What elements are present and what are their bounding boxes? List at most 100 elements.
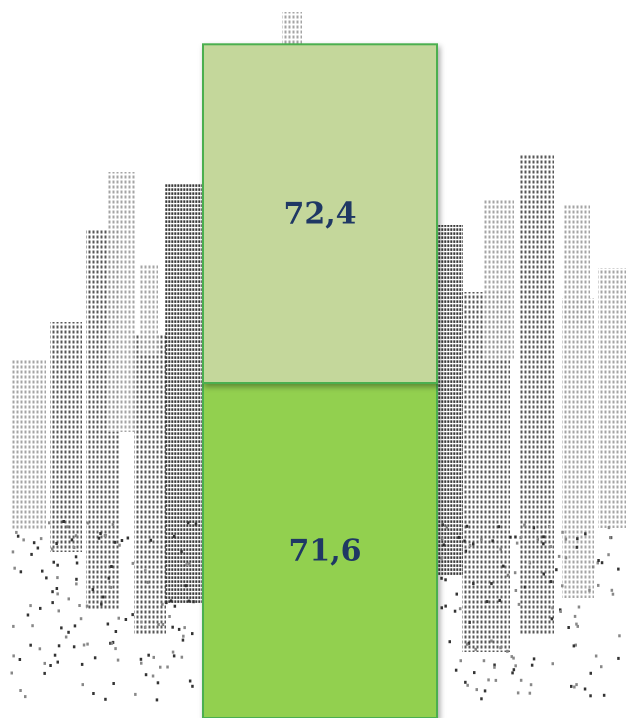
skyline-debris	[491, 539, 494, 543]
skyline-debris	[113, 540, 117, 544]
skyline-debris	[31, 624, 34, 628]
skyline-building	[564, 205, 590, 325]
skyline-debris	[16, 534, 20, 538]
skyline-debris	[186, 521, 190, 525]
skyline-building	[108, 172, 136, 432]
skyline-debris	[445, 525, 449, 529]
skyline-debris	[29, 604, 32, 608]
skyline-debris	[523, 523, 526, 527]
bar-segment-bottom	[202, 382, 438, 718]
skyline-debris	[573, 614, 577, 618]
skyline-debris	[490, 639, 493, 643]
skyline-debris	[596, 561, 599, 565]
skyline-debris	[576, 624, 579, 628]
skyline-debris	[600, 665, 603, 669]
skyline-debris	[49, 664, 52, 667]
skyline-debris	[86, 521, 90, 525]
skyline-debris	[513, 571, 517, 575]
skyline-debris	[78, 604, 81, 607]
skyline-debris	[151, 674, 155, 678]
skyline-debris	[191, 632, 194, 636]
skyline-debris	[109, 641, 112, 645]
city-skyline-background	[10, 12, 626, 702]
skyline-building	[562, 298, 594, 598]
skyline-debris	[459, 659, 462, 663]
skyline-debris	[607, 553, 610, 557]
skyline-debris	[464, 680, 467, 684]
skyline-debris	[45, 576, 48, 580]
skyline-debris	[440, 606, 443, 610]
skyline-debris	[144, 673, 148, 677]
skyline-debris	[92, 692, 95, 695]
skyline-debris	[12, 654, 15, 658]
skyline-debris	[561, 584, 564, 588]
skyline-debris	[140, 620, 143, 624]
skyline-debris	[62, 520, 65, 523]
skyline-debris	[574, 643, 577, 647]
skyline-debris	[99, 532, 102, 535]
skyline-debris	[100, 602, 103, 606]
skyline-debris	[444, 578, 447, 582]
skyline-debris	[514, 664, 517, 668]
skyline-debris	[57, 609, 60, 613]
skyline-debris	[512, 668, 516, 672]
skyline-debris	[453, 609, 457, 613]
skyline-debris	[180, 655, 184, 659]
skyline-debris	[487, 678, 490, 682]
skyline-debris	[82, 643, 86, 647]
skyline-debris	[112, 682, 115, 685]
skyline-debris	[465, 642, 469, 646]
skyline-debris	[182, 634, 185, 638]
skyline-debris	[485, 600, 489, 604]
skyline-debris	[542, 535, 545, 539]
skyline-debris	[181, 638, 185, 642]
skyline-debris	[185, 563, 188, 567]
skyline-debris	[149, 538, 153, 542]
skyline-debris	[600, 561, 604, 565]
skyline-debris	[26, 613, 30, 617]
skyline-debris	[609, 536, 612, 540]
skyline-debris	[80, 662, 84, 666]
skyline-debris	[173, 604, 177, 608]
skyline-building	[484, 200, 514, 360]
skyline-debris	[575, 622, 578, 626]
skyline-debris	[617, 656, 620, 660]
skyline-debris	[567, 626, 570, 629]
skyline-debris	[183, 626, 186, 630]
skyline-debris	[126, 536, 130, 540]
skyline-debris	[494, 678, 498, 682]
skyline-debris	[161, 602, 164, 606]
skyline-debris	[86, 642, 89, 646]
skyline-debris	[499, 646, 502, 650]
skyline-debris	[72, 546, 76, 549]
skyline-debris	[74, 534, 78, 538]
skyline-debris	[146, 580, 150, 584]
skyline-debris	[43, 671, 46, 675]
skyline-debris	[440, 576, 443, 580]
skyline-debris	[444, 604, 447, 608]
skyline-debris	[32, 541, 36, 545]
skyline-debris	[564, 556, 568, 560]
skyline-debris	[517, 602, 521, 606]
skyline-debris	[594, 654, 598, 658]
skyline-debris	[79, 617, 83, 621]
skyline-debris	[172, 654, 176, 658]
skyline-debris	[19, 570, 23, 574]
skyline-debris	[441, 523, 444, 527]
skyline-debris	[528, 561, 532, 565]
skyline-debris	[70, 538, 74, 542]
skyline-debris	[490, 582, 493, 586]
skyline-debris	[168, 615, 171, 618]
skyline-debris	[572, 644, 576, 648]
skyline-debris	[53, 653, 57, 657]
skyline-debris	[147, 653, 150, 657]
skyline-debris	[171, 625, 174, 629]
skyline-debris	[617, 567, 620, 571]
skyline-debris	[555, 568, 558, 572]
skyline-debris	[483, 689, 487, 693]
skyline-debris	[144, 569, 147, 573]
skyline-debris	[473, 671, 476, 675]
skyline-building	[134, 335, 166, 635]
skyline-debris	[51, 590, 54, 594]
